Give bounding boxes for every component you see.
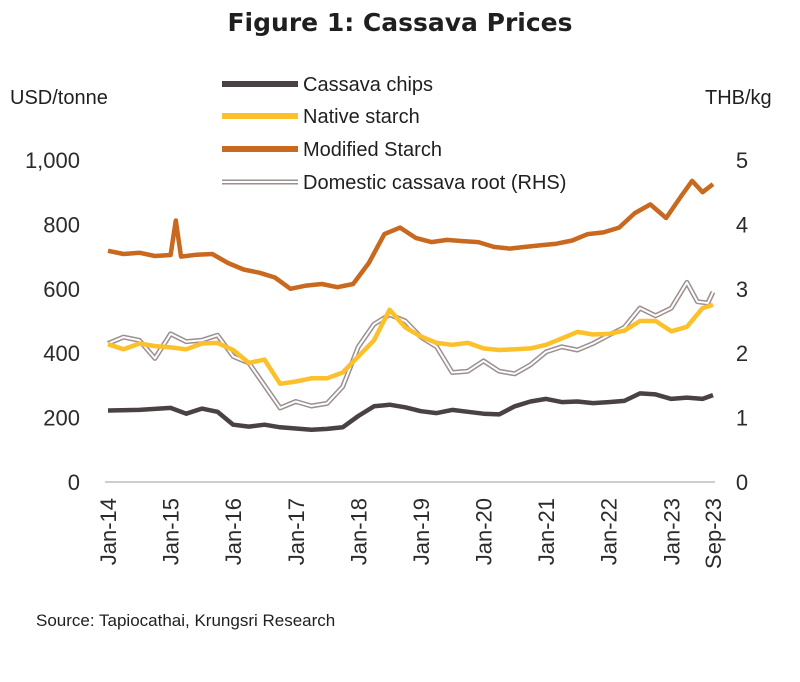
x-tick-label: Jan-16 [221,498,246,565]
right-tick-label: 2 [736,341,748,366]
right-axis-unit: THB/kg [705,87,772,109]
x-axis-ticks: Jan-14 Jan-15 Jan-16 Jan-17 Jan-18 Jan-19 Jan-… [96,498,726,569]
right-tick-label: 4 [736,212,748,237]
right-tick-label: 0 [736,470,748,495]
right-axis-ticks: 0 1 2 3 4 5 [736,148,748,495]
left-axis-ticks: 0 200 400 600 800 1,000 [25,148,80,495]
x-tick-label: Jan-20 [472,498,497,565]
source-note: Source: Tapiocathai, Krungsri Research [36,611,336,630]
x-tick-label: Jan-14 [96,498,121,565]
x-tick-label: Sep-23 [701,498,726,569]
series-line-0 [107,391,714,433]
x-tick-label: Jan-22 [597,498,622,565]
legend: Cassava chips Native starch Modified Starc… [222,74,566,194]
left-axis-unit: USD/tonne [10,87,108,109]
right-tick-label: 3 [736,277,748,302]
legend-label: Cassava chips [303,74,433,96]
left-tick-label: 400 [43,341,80,366]
legend-label: Native starch [303,106,420,128]
series-layer [107,178,716,433]
legend-label: Modified Starch [303,139,442,161]
chart-title: Figure 1: Cassava Prices [227,8,573,37]
right-tick-label: 1 [736,406,748,431]
x-tick-label: Jan-23 [659,498,684,565]
x-tick-label: Jan-15 [159,498,184,565]
right-tick-label: 5 [736,148,748,173]
x-tick-label: Jan-21 [534,498,559,565]
left-tick-label: 800 [43,212,80,237]
left-tick-label: 200 [43,406,80,431]
series-line-2 [107,178,715,292]
x-tick-label: Jan-19 [409,498,434,565]
x-tick-label: Jan-17 [284,498,309,565]
left-tick-label: 600 [43,277,80,302]
legend-label: Domestic cassava root (RHS) [303,172,566,194]
x-tick-label: Jan-18 [346,498,371,565]
series-line-1 [107,302,714,387]
left-tick-label: 0 [68,470,80,495]
left-tick-label: 1,000 [25,148,80,173]
